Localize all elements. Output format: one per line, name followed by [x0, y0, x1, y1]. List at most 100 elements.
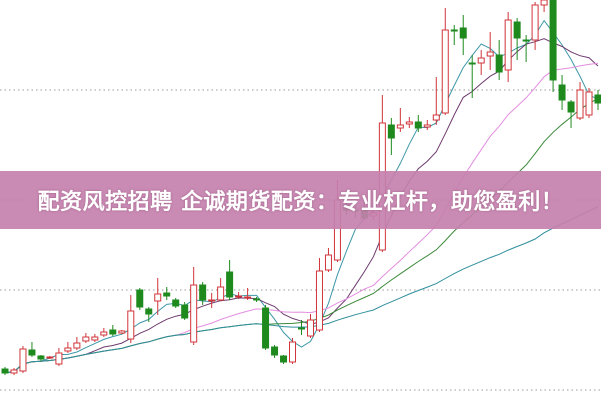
candle-up	[100, 328, 108, 337]
candle-body	[1, 368, 9, 374]
candle-down	[468, 55, 476, 98]
candle-body	[262, 307, 270, 349]
candle-body	[324, 254, 332, 271]
candle-body	[576, 89, 584, 119]
candle-down	[199, 282, 207, 305]
candle-body	[145, 308, 153, 315]
candle-down	[262, 305, 270, 350]
candle-body	[558, 84, 566, 101]
candle-body	[19, 348, 27, 372]
candle-body	[253, 298, 261, 301]
candle-body	[100, 331, 108, 336]
candle-down	[145, 307, 153, 322]
candle-down	[594, 90, 601, 110]
candle-up	[315, 258, 323, 332]
candle-down	[172, 298, 180, 308]
candle-body	[387, 124, 395, 139]
candle-up	[324, 248, 332, 272]
candle-body	[109, 329, 117, 335]
candle-body	[513, 21, 521, 39]
candle-up	[73, 337, 81, 350]
candle-body	[540, 0, 548, 6]
candle-body	[450, 29, 458, 32]
candle-body	[423, 124, 431, 128]
candle-body	[10, 369, 18, 374]
candle-down	[522, 35, 530, 62]
candle-body	[55, 352, 63, 365]
candle-down	[1, 367, 9, 375]
candle-down	[226, 260, 234, 300]
candle-up	[540, 0, 548, 12]
candle-down	[387, 118, 395, 155]
candle-up	[477, 50, 485, 75]
candle-up	[82, 333, 90, 343]
candle-down	[513, 18, 521, 60]
candle-body	[154, 293, 162, 302]
candle-up	[306, 314, 314, 338]
candle-down	[280, 355, 288, 364]
candle-body	[37, 355, 45, 360]
candle-up	[46, 356, 54, 359]
candle-body	[127, 310, 135, 340]
candle-up	[576, 82, 584, 120]
candle-up	[405, 117, 413, 128]
candle-down	[414, 115, 422, 132]
candle-up	[486, 32, 494, 70]
candle-body	[172, 299, 180, 307]
candle-down	[37, 355, 45, 361]
candle-body	[208, 299, 216, 302]
candle-up	[531, 2, 539, 50]
candle-body	[477, 57, 485, 64]
candle-up	[91, 334, 99, 342]
candle-up	[154, 278, 162, 315]
candle-body	[271, 346, 279, 356]
candle-up	[127, 295, 135, 343]
candle-up	[235, 292, 243, 299]
candle-down	[459, 15, 467, 55]
candle-body	[235, 295, 243, 298]
candle-up	[244, 288, 252, 300]
candle-up	[504, 12, 512, 82]
candle-body	[594, 94, 601, 104]
candle-down	[109, 325, 117, 336]
candle-up	[55, 348, 63, 366]
candle-body	[495, 54, 503, 73]
candle-body	[585, 91, 593, 116]
candle-up	[19, 346, 27, 373]
candle-up	[190, 267, 198, 345]
candle-down	[163, 287, 171, 300]
candle-body	[118, 330, 126, 334]
candle-up	[289, 338, 297, 364]
candle-body	[486, 51, 494, 57]
promo-banner[interactable]: 配资风控招聘 企诚期货配资：专业杠杆，助您盈利！	[0, 171, 601, 229]
candle-up	[208, 293, 216, 308]
candle-body	[567, 101, 575, 113]
candle-body	[298, 327, 305, 330]
candle-body	[522, 39, 530, 42]
candle-up	[217, 278, 225, 301]
candle-down	[558, 75, 566, 110]
candle-up	[585, 88, 593, 118]
candle-down	[549, 0, 557, 92]
candle-body	[226, 271, 234, 298]
candle-up	[441, 8, 449, 115]
candle-body	[306, 319, 314, 337]
candle-body	[91, 336, 99, 341]
candle-body	[199, 284, 207, 301]
candle-body	[396, 124, 404, 129]
grid-lines	[0, 89, 601, 391]
candle-down	[136, 288, 144, 310]
candle-body	[217, 286, 225, 301]
candle-body	[549, 0, 557, 81]
candle-body	[163, 292, 171, 297]
candle-body	[441, 29, 449, 114]
candle-body	[432, 114, 440, 121]
candles	[1, 0, 601, 375]
candle-down	[253, 297, 261, 302]
candle-body	[28, 349, 36, 356]
candle-body	[181, 304, 189, 319]
candle-down	[298, 320, 305, 335]
candle-body	[504, 19, 512, 71]
candle-body	[280, 355, 288, 363]
